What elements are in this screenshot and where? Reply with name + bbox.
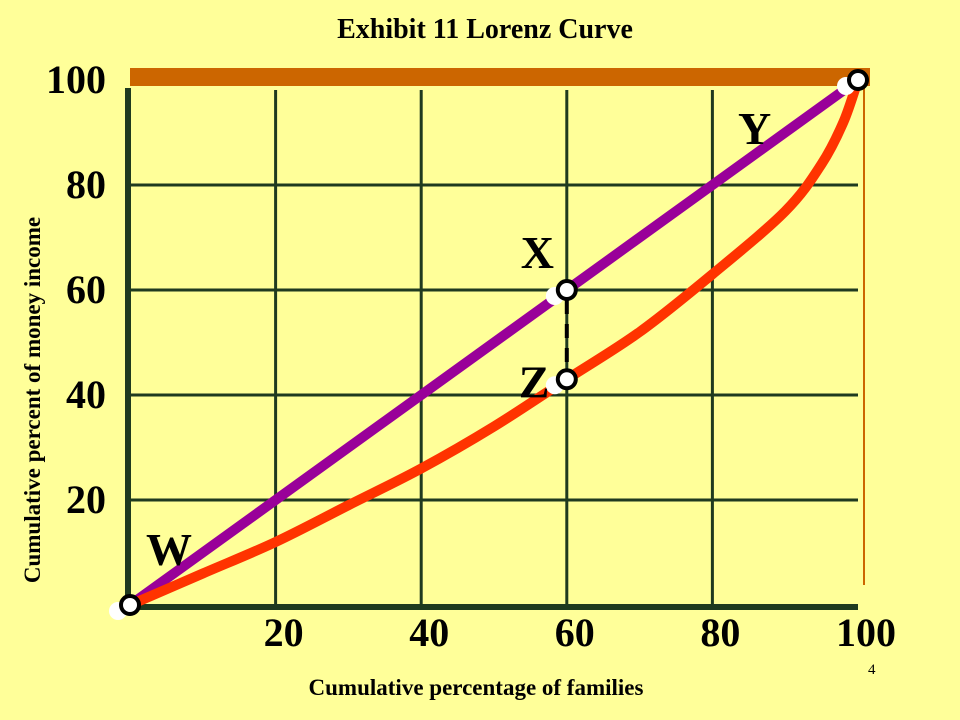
labels: W X Y Z <box>146 103 771 575</box>
x-tick-label: 100 <box>836 610 896 655</box>
page-number: 4 <box>868 662 876 678</box>
x-tick-label: 60 <box>555 610 595 655</box>
x-tick-label: 40 <box>409 610 449 655</box>
y-tick-label: 20 <box>66 477 106 522</box>
point-markers <box>109 69 869 620</box>
y-axis-title: Cumulative percent of money income <box>20 217 45 583</box>
equality-line <box>125 75 863 610</box>
point-marker-z <box>555 368 578 391</box>
grid <box>130 68 870 605</box>
point-marker-x <box>555 279 578 301</box>
chart-title: Exhibit 11 Lorenz Curve <box>337 14 633 45</box>
y-tick-label: 100 <box>46 57 106 102</box>
top-bar <box>130 68 870 86</box>
y-tick-label: 80 <box>66 162 106 207</box>
point-marker-y <box>847 69 869 91</box>
y-tick-label: 60 <box>66 267 106 312</box>
series <box>125 75 863 610</box>
axes: 20 40 60 80 100 20 40 60 80 100 Cumulative percent… <box>20 57 896 700</box>
x-axis-title: Cumulative percentage of families <box>309 675 644 700</box>
point-label-y: Y <box>738 103 771 154</box>
point-label-x: X <box>521 227 554 278</box>
y-tick-label: 40 <box>66 372 106 417</box>
x-tick-label: 80 <box>700 610 740 655</box>
point-label-w: W <box>146 524 192 575</box>
point-marker-w <box>119 594 141 616</box>
x-tick-label: 20 <box>264 610 304 655</box>
point-label-z: Z <box>519 356 550 407</box>
